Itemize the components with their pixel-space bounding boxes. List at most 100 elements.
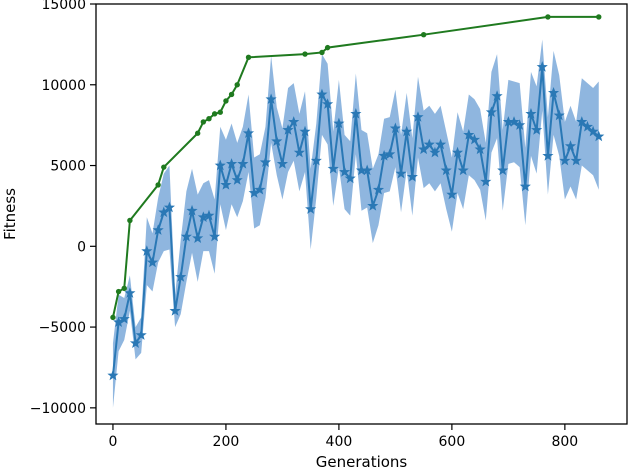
series-2-point [141,245,153,256]
series-2-point [406,170,418,182]
series-2-point [389,122,401,134]
series-2-point [180,230,192,242]
series-2-point [265,93,277,105]
series-2-point [192,232,204,243]
series-2-point [395,167,407,179]
series-1-point [324,44,331,51]
series-2-point [282,124,294,135]
series-1-point [121,285,127,292]
series-2-point [124,287,136,298]
y-tick-label: −5000 [39,320,86,336]
series-2-point [107,369,119,381]
series-1-point [217,109,223,115]
series-2-point [480,175,492,187]
series-2-point [203,209,215,221]
series-2-point [242,127,255,138]
series-2-point [209,230,221,242]
series-2-point [237,158,249,169]
series-2-point [508,116,520,127]
series-2-point [299,125,311,137]
series-1-point [234,82,240,88]
plot-frame [95,3,628,425]
series-2-point [435,138,447,150]
series-2-point [542,149,554,161]
series-2-point [367,200,379,211]
x-tick-label: 0 [108,434,117,450]
series-1-point [223,98,229,104]
y-tick-label: 5000 [50,159,86,175]
series-2-point [497,164,509,176]
series-2-point [525,107,537,119]
series-1-point [115,288,122,295]
series-1-point [206,115,212,122]
series-2-std-band [112,39,599,408]
series-2-point [372,183,385,195]
y-tick-label: −10000 [30,401,86,417]
series-2-point [446,188,458,200]
series-2-point [429,146,441,158]
series-2-point [553,109,565,121]
series-2-point [423,138,435,150]
x-tick-label: 200 [213,434,240,450]
series-2-point [310,154,322,166]
x-tick-label: 800 [551,434,578,450]
series-2-point [254,183,266,195]
series-2-point [163,201,176,213]
series-2-point [271,135,283,147]
series-1-point [161,164,167,170]
series-2-point [333,117,345,129]
series-2-point [338,166,351,177]
series-2-point [547,86,560,98]
series-2-point [220,179,232,190]
series-1-point [194,130,201,136]
series-1-point [228,91,235,98]
series-2-point [322,98,334,109]
series-2-point [118,313,130,324]
axis-ticks: 0 200 400 600 800 −10000 −5000 0 5000 10000 15000 [30,0,579,450]
series-1-point [155,182,161,188]
series-2-point [581,120,594,132]
series-2-point [491,90,503,101]
plot-area [107,14,605,408]
y-tick-label: 10000 [41,78,86,94]
series-1-point [211,111,218,117]
series-2-point [519,180,531,192]
series-2-point [344,172,356,184]
series-2-point [587,125,599,137]
series-2-point [186,204,198,216]
series-2-point [564,140,577,151]
series-1-point [245,54,252,61]
series-2-point [514,119,526,130]
x-axis-label: Generations [316,453,408,471]
series-2-point [129,337,142,348]
series-2-point [169,305,181,316]
series-2-point [361,164,373,176]
series-2-point [440,164,452,176]
series-2-point [593,130,605,142]
series-1-point [302,51,308,57]
series-1-point [200,119,207,125]
x-tick-label: 600 [439,434,466,450]
series-2-point [451,146,464,158]
series-2-point [350,107,362,119]
series-2-point [305,203,317,214]
series-2-point [316,88,328,100]
series-2-point [288,116,300,127]
series-2-point [531,124,543,135]
x-tick-label: 400 [326,434,353,450]
series-1-point [420,31,427,38]
series-2-point [485,106,497,117]
series-2-point [259,156,272,168]
series-1-point [319,49,325,56]
series-2-point [327,162,339,174]
series-2-point [576,116,588,127]
series-2-point [468,133,481,145]
series-2-point [214,159,226,171]
series-2-point [401,125,413,137]
y-tick-label: 0 [77,239,86,255]
y-axis-label: Fitness [1,188,19,240]
series-2-point [474,143,486,155]
series-2-point [384,148,396,159]
